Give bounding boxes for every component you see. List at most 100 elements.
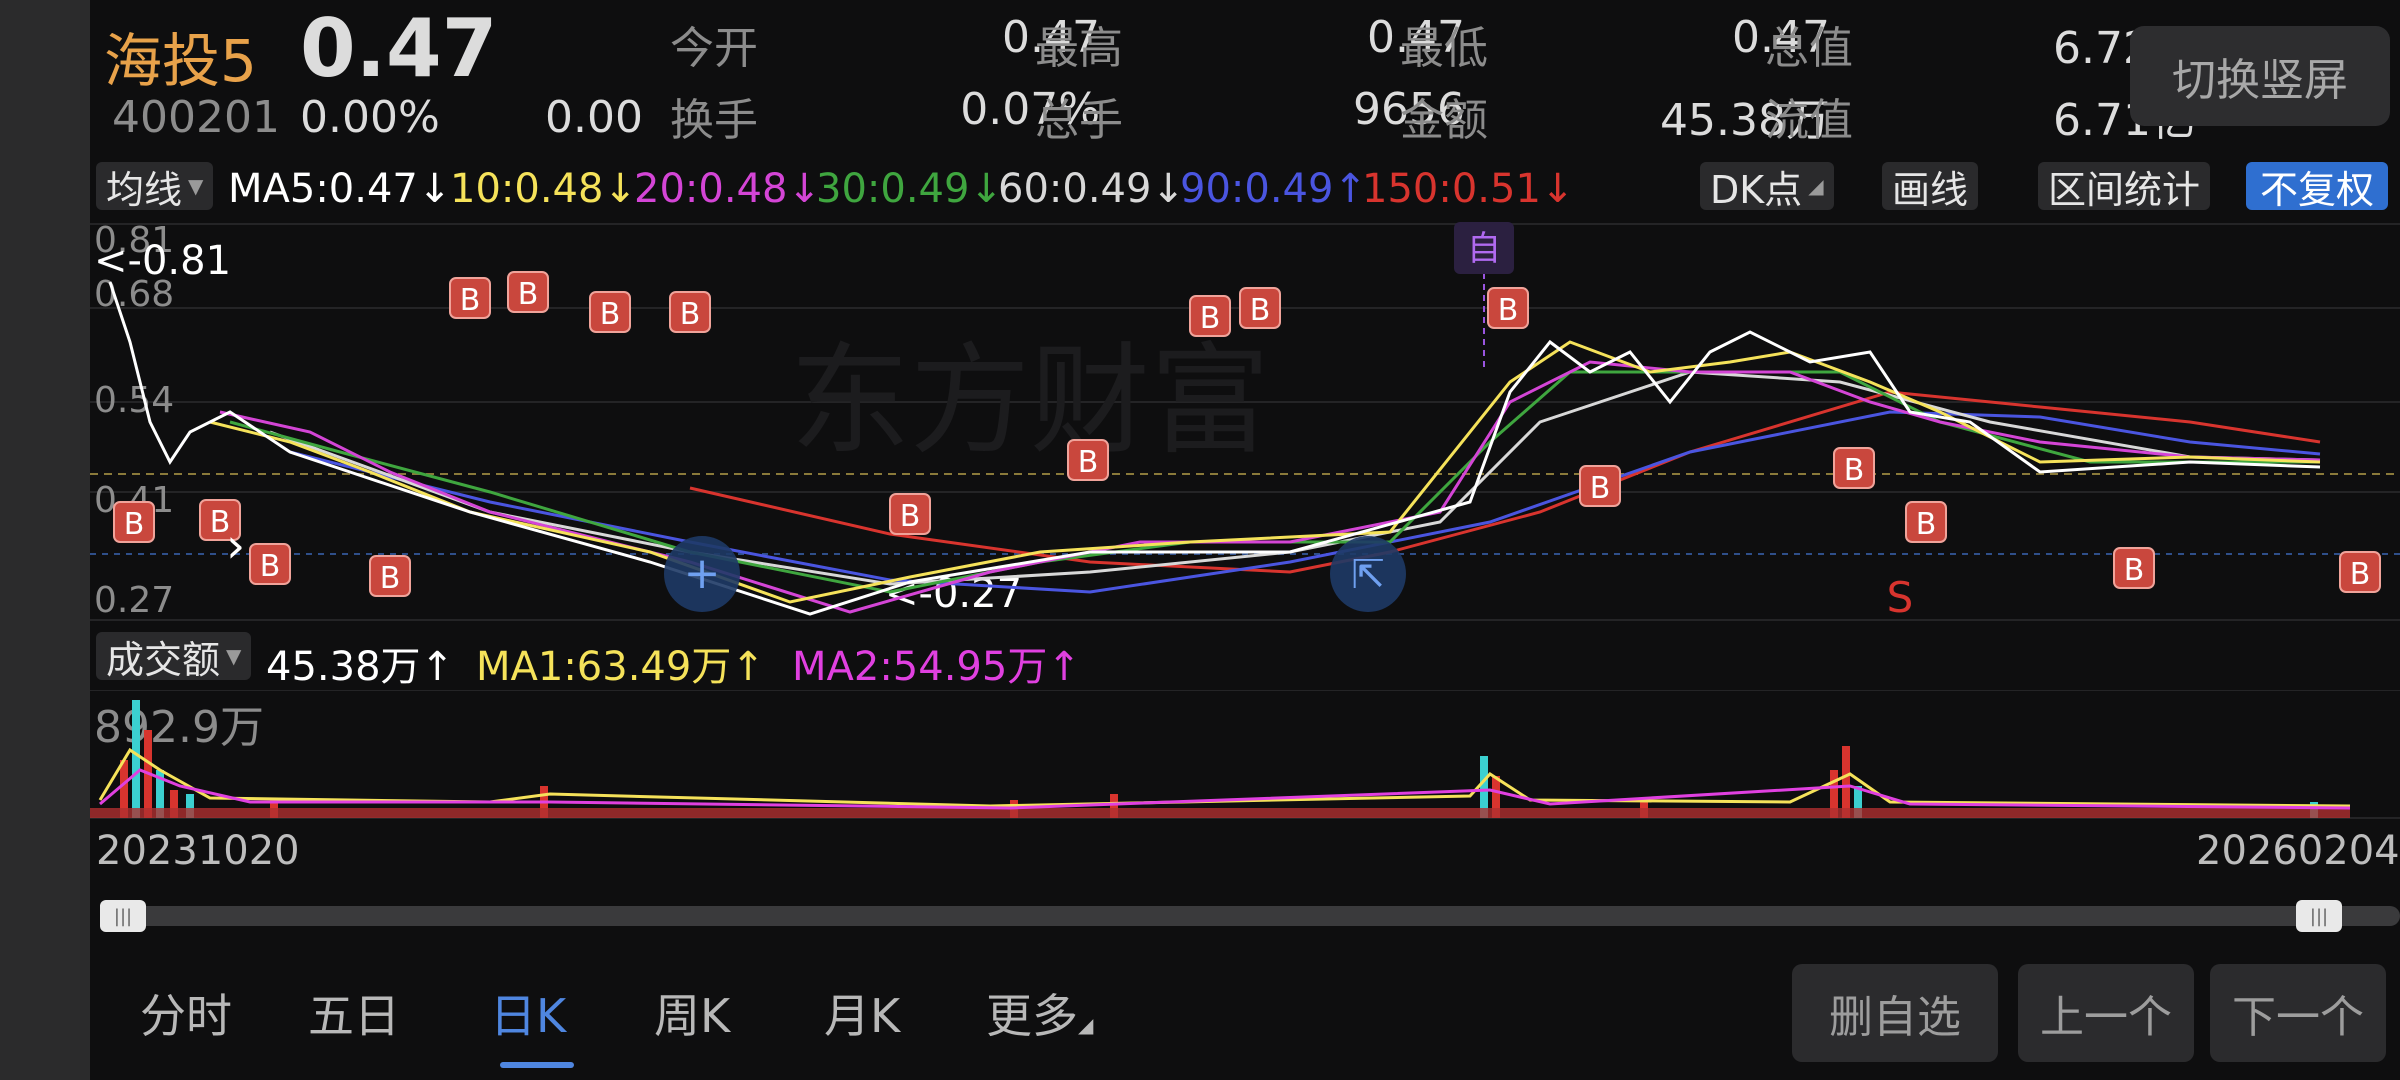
buy-marker — [669, 291, 711, 333]
buy-marker — [507, 271, 549, 313]
buy-marker-text: B — [1078, 445, 1099, 480]
buy-marker-text: B — [2350, 557, 2371, 592]
volume-selector[interactable]: 成交额 ▼ — [96, 632, 252, 682]
buy-marker-text: B — [124, 507, 145, 542]
previous-stock-button[interactable]: 上一个 — [2018, 964, 2194, 1062]
buy-marker — [589, 291, 631, 333]
buy-marker — [889, 493, 931, 535]
jump-arrow-icon: ⇱ — [1351, 552, 1385, 598]
dropdown-corner-icon: ◢ — [1078, 1013, 1094, 1037]
draw-line-button[interactable]: 画线 — [1882, 162, 1979, 212]
volume-ma2-line — [99, 768, 2351, 810]
buy-marker-text: B — [1916, 507, 1937, 542]
quote-label-mktcap: 总值 — [1765, 23, 1853, 74]
quote-value-high: 0.47 — [1367, 12, 1465, 63]
jump-latest-button[interactable] — [1330, 536, 1406, 612]
range-slider[interactable]: ||| ||| — [100, 900, 2400, 932]
self-select-text: 自 — [1467, 229, 1501, 269]
buy-marker-text: B — [2124, 553, 2145, 588]
next-stock-button[interactable]: 下一个 — [2210, 964, 2386, 1062]
volume-bar — [170, 790, 178, 818]
switch-portrait-button[interactable]: 切换竖屏 — [2130, 26, 2390, 126]
ma60-value: 60:0.49↓ — [998, 166, 1185, 212]
ma5-value: MA5:0.47↓ — [228, 166, 452, 212]
buy-marker — [1189, 295, 1231, 337]
buy-marker-text: B — [460, 283, 481, 318]
ma-indicator-bar: 均线 ▼ MA5:0.47↓ 10:0.48↓ 20:0.48↓ 30:0.49↓… — [90, 160, 2400, 216]
buy-marker — [2339, 551, 2381, 593]
buy-marker-text: B — [1200, 301, 1221, 336]
volume-bar — [1492, 776, 1500, 818]
expand-left-icon[interactable]: › — [226, 518, 245, 574]
slider-left-handle[interactable]: ||| — [100, 900, 146, 932]
stock-code: 400201 — [112, 92, 280, 143]
ma90-value: 90:0.49↑ — [1180, 166, 1367, 212]
buy-marker — [199, 499, 241, 541]
buy-marker-text: B — [680, 297, 701, 332]
buy-marker-text: B — [900, 499, 921, 534]
buy-marker-text: B — [1590, 471, 1611, 506]
quote-label-volume: 总手 — [1035, 95, 1123, 146]
tab-more[interactable]: 更多◢ — [986, 980, 1093, 1046]
buy-marker — [249, 543, 291, 585]
stock-name: 海投5 — [104, 27, 257, 95]
tab-more-label: 更多 — [986, 989, 1078, 1043]
volume-max-label: 892.9万 — [94, 702, 264, 753]
slider-right-handle[interactable]: ||| — [2296, 900, 2342, 932]
quote-label-float: 流值 — [1765, 95, 1853, 146]
quote-value-open: 0.47 — [1002, 12, 1100, 63]
dropdown-corner-icon: ◢ — [1808, 174, 1824, 198]
volume-chart[interactable]: 892.9万 — [90, 690, 2400, 820]
max-price-note: <-0.81 — [94, 238, 231, 284]
remove-watchlist-button[interactable]: 删自选 — [1792, 964, 1998, 1062]
ma90-line — [289, 410, 2321, 594]
ma5-line — [108, 281, 2321, 616]
range-stats-button[interactable]: 区间统计 — [2038, 162, 2211, 212]
stock-price: 0.47 — [300, 2, 498, 95]
buy-marker-text: B — [210, 505, 231, 540]
ma-selector[interactable]: 均线 ▼ — [96, 162, 214, 212]
buy-marker-text: B — [518, 277, 539, 312]
volume-baseline-bars — [90, 808, 2350, 818]
ma10-value: 10:0.48↓ — [450, 166, 637, 212]
volume-bar — [1110, 794, 1118, 818]
dk-point-button[interactable]: DK点 ◢ — [1700, 162, 1834, 212]
buy-marker — [1487, 287, 1529, 329]
ma20-value: 20:0.48↓ — [634, 166, 821, 212]
adjust-mode-button[interactable]: 不复权 — [2246, 162, 2389, 212]
buy-marker — [113, 501, 155, 543]
stock-detail-panel: 海投5 0.47 400201 0.00% 0.00 今开 0.47 最高 0.… — [90, 0, 2400, 1080]
buy-marker-text: B — [600, 297, 621, 332]
dropdown-icon: ▼ — [226, 644, 242, 668]
buy-marker — [449, 277, 491, 319]
buy-marker-text: B — [260, 549, 281, 584]
tab-weekly-k[interactable]: 周K — [654, 989, 731, 1043]
volume-ma1-line — [98, 747, 2351, 808]
y-tick-label: 0.54 — [94, 380, 174, 421]
tab-intraday[interactable]: 分时 — [140, 989, 232, 1043]
quote-label-turnover: 换手 — [670, 95, 758, 146]
tab-five-day[interactable]: 五日 — [308, 989, 400, 1043]
tab-monthly-k[interactable]: 月K — [824, 989, 901, 1043]
range-start-date: 20231020 — [96, 828, 300, 874]
left-sidebar — [0, 0, 90, 1080]
sell-marker: S — [1887, 573, 1914, 622]
ma10-line — [209, 340, 2321, 604]
kline-chart[interactable]: 东方财富 0.81 0.68 0.54 0.41 0.27 <-0.81 <-0… — [90, 222, 2400, 622]
volume-bar — [1480, 756, 1488, 818]
self-select-marker — [1454, 222, 1514, 274]
watermark: 东方财富 — [790, 332, 1270, 471]
volume-bar — [1854, 786, 1862, 818]
add-drawing-button[interactable] — [664, 536, 740, 612]
volume-bar — [1830, 770, 1838, 818]
period-tabs: 分时 五日 日K 周K 月K 更多◢ — [90, 960, 1190, 1070]
volume-selector-label: 成交额 — [106, 637, 221, 682]
quote-label-amount: 金额 — [1400, 95, 1488, 146]
plus-icon: + — [684, 548, 721, 599]
volume-bar — [186, 794, 194, 818]
range-end-date: 20260204 — [2196, 828, 2400, 874]
y-tick-label: 0.27 — [94, 580, 174, 621]
tab-daily-k[interactable]: 日K — [490, 989, 567, 1043]
buy-marker — [1067, 439, 1109, 481]
volume-ma1: MA1:63.49万↑ — [476, 644, 765, 690]
